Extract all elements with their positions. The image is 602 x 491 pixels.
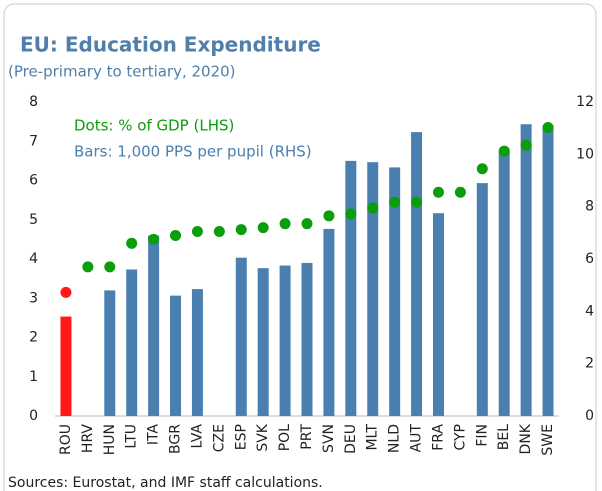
dot [345, 208, 357, 220]
bar [191, 289, 203, 416]
y-tick-label: 2 [29, 330, 38, 346]
y-tick-label: 5 [29, 212, 38, 228]
x-tick-label: LVA [189, 424, 205, 449]
bar [345, 160, 357, 416]
bar [60, 316, 72, 416]
bar [476, 183, 488, 416]
bar [257, 268, 269, 416]
y-tick-label: 6 [29, 173, 38, 189]
bar [104, 290, 116, 416]
y-tick-label: 1 [29, 369, 38, 385]
frame [3, 3, 597, 491]
source: Sources: Eurostat, and IMF staff calcula… [8, 475, 323, 491]
dot [257, 222, 269, 234]
dot [301, 218, 313, 230]
dot [279, 218, 291, 230]
x-tick-label: ESP [233, 424, 249, 450]
dot [213, 226, 225, 238]
legend-entry: Dots: % of GDP (LHS) [74, 117, 234, 135]
y2-tick-label: 6 [585, 251, 594, 267]
dot [126, 237, 138, 249]
x-tick-label: AUT [409, 424, 425, 453]
y2-tick-label: 12 [576, 94, 594, 110]
x-tick-label: MLT [365, 424, 381, 451]
dot [60, 286, 72, 298]
y2-tick-label: 8 [585, 199, 594, 215]
bar [542, 125, 554, 417]
bar [301, 262, 313, 416]
bar [323, 228, 335, 416]
dot [520, 139, 532, 151]
bar [126, 269, 138, 416]
dot [498, 145, 510, 157]
chart-title: EU: Education Expenditure [20, 33, 321, 57]
dot [191, 226, 203, 238]
x-tick-label: FIN [474, 424, 490, 447]
y2-tick-label: 2 [585, 356, 594, 372]
bar [170, 295, 182, 416]
y2-tick-label: 0 [585, 408, 594, 424]
y-tick-label: 8 [29, 94, 38, 110]
x-tick-label: CZE [211, 424, 227, 452]
bar [367, 162, 379, 416]
x-tick-label: SVN [321, 424, 337, 453]
chart-subtitle: (Pre-primary to tertiary, 2020) [8, 63, 236, 81]
y-tick-label: 0 [29, 408, 38, 424]
y-tick-label: 4 [29, 251, 38, 267]
dot [148, 233, 160, 245]
x-tick-label: PRT [299, 424, 315, 450]
dot [542, 122, 554, 134]
dot [170, 229, 182, 241]
x-tick-label: SVK [255, 423, 271, 451]
dot [389, 196, 401, 208]
bar [520, 124, 532, 416]
y-tick-label: 3 [29, 290, 38, 306]
x-tick-label: SWE [540, 424, 556, 456]
x-tick-label: LTU [124, 424, 140, 449]
x-tick-label: DNK [518, 423, 534, 454]
y2-tick-label: 10 [576, 146, 594, 162]
dot [323, 210, 335, 222]
x-tick-label: ROU [58, 424, 74, 455]
dot [411, 196, 423, 208]
bar [498, 151, 510, 416]
dot [82, 261, 94, 273]
bar [411, 132, 423, 416]
x-tick-label: FRA [430, 424, 446, 451]
dot [432, 186, 444, 198]
bar [279, 265, 291, 416]
dot [235, 224, 247, 236]
bar [148, 235, 160, 416]
y-tick-label: 7 [29, 133, 38, 149]
x-tick-label: NLD [387, 424, 403, 453]
legend-entry: Bars: 1,000 PPS per pupil (RHS) [74, 143, 312, 161]
x-tick-label: BGR [168, 424, 184, 454]
dot [104, 261, 116, 273]
x-tick-label: HRV [80, 424, 96, 453]
x-tick-label: POL [277, 424, 293, 451]
dot [367, 202, 379, 214]
x-tick-label: HUN [102, 424, 118, 455]
dot [476, 163, 488, 175]
bar [389, 167, 401, 416]
dot [454, 186, 466, 198]
x-tick-label: BEL [496, 424, 512, 450]
x-tick-label: DEU [343, 424, 359, 454]
bar [432, 213, 444, 416]
x-tick-label: CYP [452, 424, 468, 451]
bar [235, 257, 247, 416]
y2-tick-label: 4 [585, 303, 594, 319]
x-tick-label: ITA [146, 424, 162, 446]
